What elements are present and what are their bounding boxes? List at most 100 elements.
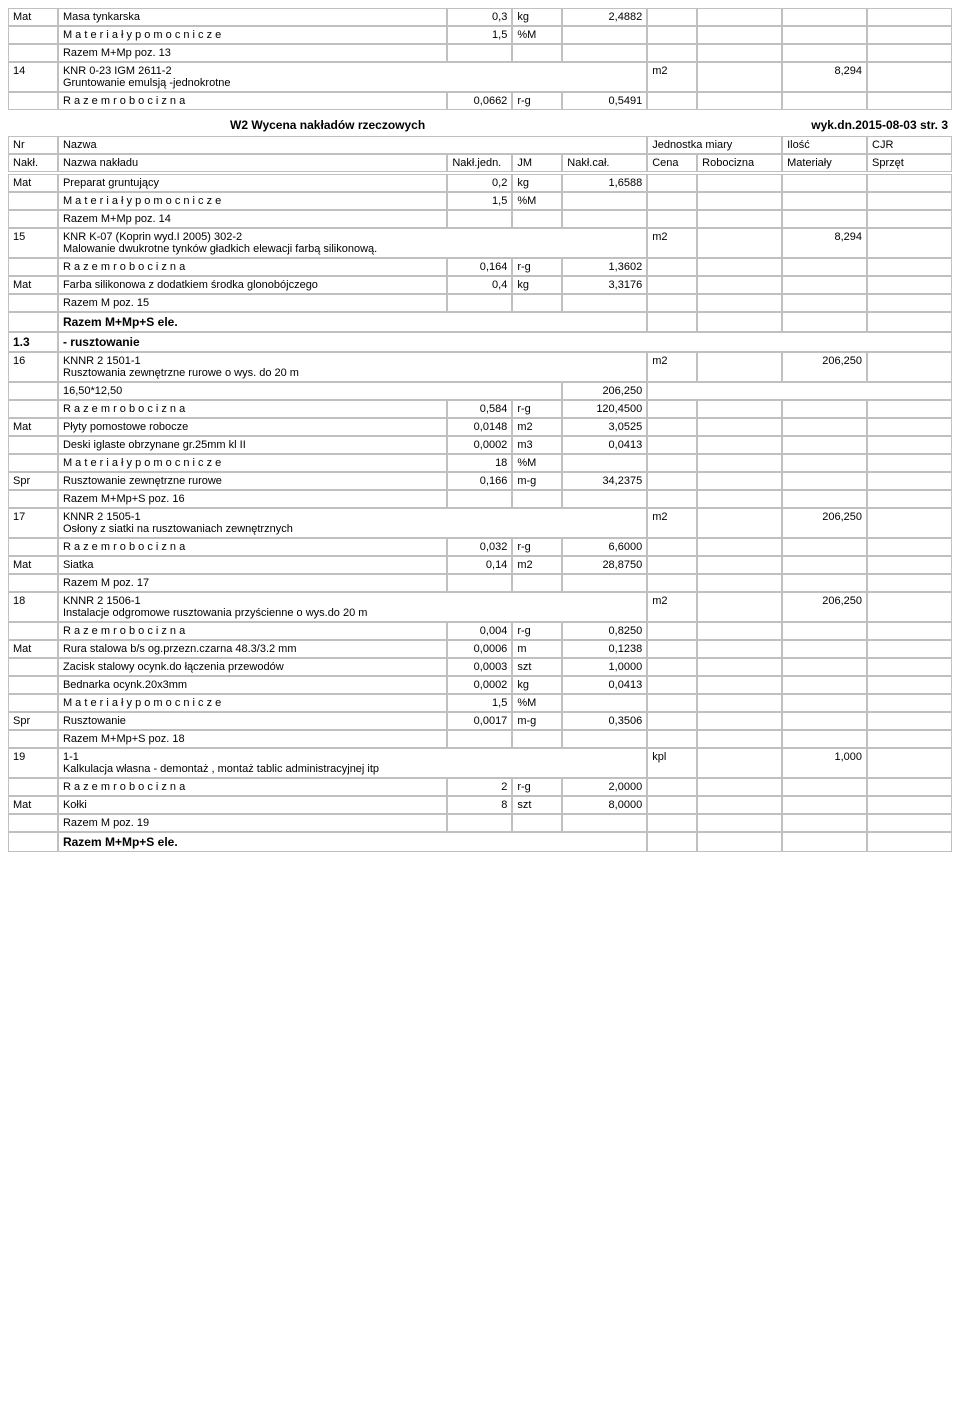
row-desc: Kołki bbox=[58, 796, 447, 814]
row-type bbox=[8, 574, 58, 592]
row-type bbox=[8, 454, 58, 472]
row-val2 bbox=[562, 490, 647, 508]
row-desc: M a t e r i a ł y p o m o c n i c z e bbox=[58, 26, 447, 44]
row-val1 bbox=[447, 210, 512, 228]
row-desc: R a z e m r o b o c i z n a bbox=[58, 92, 447, 110]
row-unit1: m bbox=[512, 640, 562, 658]
row-type bbox=[8, 730, 58, 748]
row-desc: R a z e m r o b o c i z n a bbox=[58, 622, 447, 640]
row-desc: M a t e r i a ł y p o m o c n i c z e bbox=[58, 454, 447, 472]
item-desc: KNNR 2 1505-1 Osłony z siatki na rusztow… bbox=[58, 508, 647, 538]
row-desc: Masa tynkarska bbox=[58, 8, 447, 26]
calc-expr: 16,50*12,50 bbox=[58, 382, 562, 400]
row-unit1: szt bbox=[512, 658, 562, 676]
row-desc: Rura stalowa b/s og.przezn.czarna 48.3/3… bbox=[58, 640, 447, 658]
row-unit1 bbox=[512, 44, 562, 62]
row-val1: 0,0002 bbox=[447, 436, 512, 454]
row-val1 bbox=[447, 294, 512, 312]
row-desc: Bednarka ocynk.20x3mm bbox=[58, 676, 447, 694]
row-unit1: %M bbox=[512, 192, 562, 210]
row-desc: Rusztowanie zewnętrzne rurowe bbox=[58, 472, 447, 490]
item-unit: m2 bbox=[647, 62, 697, 92]
row-unit1: r-g bbox=[512, 400, 562, 418]
row-type: Mat bbox=[8, 276, 58, 294]
row-type bbox=[8, 622, 58, 640]
hdr-nakl: Nakł. bbox=[8, 154, 58, 172]
row-desc: R a z e m r o b o c i z n a bbox=[58, 778, 447, 796]
row-val1: 0,0006 bbox=[447, 640, 512, 658]
row-val1: 0,0662 bbox=[447, 92, 512, 110]
row-val2 bbox=[562, 694, 647, 712]
row-val1: 0,584 bbox=[447, 400, 512, 418]
row-type bbox=[8, 294, 58, 312]
row-desc: R a z e m r o b o c i z n a bbox=[58, 400, 447, 418]
row-val2: 0,5491 bbox=[562, 92, 647, 110]
item-desc: KNR K-07 (Koprin wyd.I 2005) 302-2 Malow… bbox=[58, 228, 647, 258]
row-type bbox=[8, 210, 58, 228]
row-val2 bbox=[562, 294, 647, 312]
item-desc: 1-1 Kalkulacja własna - demontaż , monta… bbox=[58, 748, 647, 778]
row-val2: 1,6588 bbox=[562, 174, 647, 192]
row-type bbox=[8, 258, 58, 276]
page-title-center: W2 Wycena nakładów rzeczowych bbox=[8, 110, 647, 136]
row-type: Mat bbox=[8, 640, 58, 658]
row-type bbox=[8, 92, 58, 110]
row-unit1: m-g bbox=[512, 712, 562, 730]
row-desc: M a t e r i a ł y p o m o c n i c z e bbox=[58, 192, 447, 210]
row-unit1: r-g bbox=[512, 778, 562, 796]
row-desc: Razem M poz. 15 bbox=[58, 294, 447, 312]
row-val2 bbox=[562, 814, 647, 832]
row-type bbox=[8, 538, 58, 556]
row-type: Mat bbox=[8, 796, 58, 814]
row-val2 bbox=[562, 730, 647, 748]
row-type: Mat bbox=[8, 556, 58, 574]
row-desc: Preparat gruntujący bbox=[58, 174, 447, 192]
hdr-nakl-cal: Nakł.cał. bbox=[562, 154, 647, 172]
row-val2 bbox=[562, 26, 647, 44]
item-num: 16 bbox=[8, 352, 58, 382]
row-val2: 28,8750 bbox=[562, 556, 647, 574]
item-unit: kpl bbox=[647, 748, 697, 778]
row-desc: Razem M poz. 19 bbox=[58, 814, 447, 832]
row-unit1: m3 bbox=[512, 436, 562, 454]
row-val1: 0,164 bbox=[447, 258, 512, 276]
row-unit1: %M bbox=[512, 454, 562, 472]
item-qty: 206,250 bbox=[782, 508, 867, 538]
row-unit1: kg bbox=[512, 276, 562, 294]
row-type bbox=[8, 778, 58, 796]
row-val2: 2,4882 bbox=[562, 8, 647, 26]
row-val2: 0,0413 bbox=[562, 676, 647, 694]
row-desc: Razem M+Mp+S poz. 18 bbox=[58, 730, 447, 748]
row-val1 bbox=[447, 44, 512, 62]
item-desc: KNNR 2 1506-1 Instalacje odgromowe ruszt… bbox=[58, 592, 647, 622]
hdr-nazwa-nakladu: Nazwa nakładu bbox=[58, 154, 447, 172]
row-unit1 bbox=[512, 814, 562, 832]
item-qty: 8,294 bbox=[782, 62, 867, 92]
item-unit: m2 bbox=[647, 508, 697, 538]
item-qty: 206,250 bbox=[782, 592, 867, 622]
row-val2: 120,4500 bbox=[562, 400, 647, 418]
row-type: Mat bbox=[8, 418, 58, 436]
hdr-jednostka: Jednostka miary bbox=[647, 136, 782, 154]
row-val1: 1,5 bbox=[447, 192, 512, 210]
item-unit: m2 bbox=[647, 592, 697, 622]
row-val1: 0,3 bbox=[447, 8, 512, 26]
row-desc: Siatka bbox=[58, 556, 447, 574]
row-val2: 1,0000 bbox=[562, 658, 647, 676]
row-val1: 0,032 bbox=[447, 538, 512, 556]
row-unit1: m2 bbox=[512, 418, 562, 436]
row-val1: 0,0017 bbox=[447, 712, 512, 730]
row-type bbox=[8, 436, 58, 454]
row-desc: Razem M+Mp+S poz. 16 bbox=[58, 490, 447, 508]
row-unit1 bbox=[512, 730, 562, 748]
hdr-nazwa: Nazwa bbox=[58, 136, 647, 154]
row-val1: 0,4 bbox=[447, 276, 512, 294]
row-unit1: %M bbox=[512, 26, 562, 44]
hdr-ilosc: Ilość bbox=[782, 136, 867, 154]
row-type bbox=[8, 192, 58, 210]
row-val1: 0,004 bbox=[447, 622, 512, 640]
row-val2: 0,0413 bbox=[562, 436, 647, 454]
item-num: 15 bbox=[8, 228, 58, 258]
row-unit1 bbox=[512, 210, 562, 228]
row-val2 bbox=[562, 210, 647, 228]
